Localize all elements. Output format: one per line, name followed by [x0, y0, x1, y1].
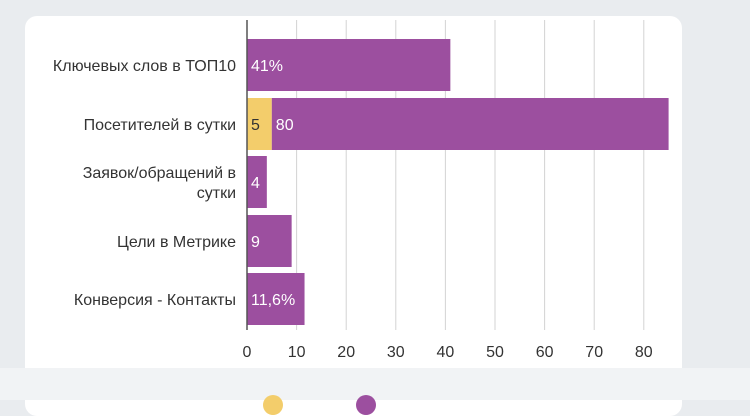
bar-series-2 — [271, 98, 669, 150]
bar-value-label: 41% — [251, 58, 283, 75]
bar-series-1 — [247, 98, 272, 150]
bar-value-label: 5 — [251, 117, 260, 134]
bar-series-2 — [247, 156, 267, 208]
x-tick-label: 60 — [536, 344, 554, 361]
bar-value-label: 9 — [251, 234, 260, 251]
category-label: Ключевых слов в ТОП10 — [53, 58, 236, 75]
x-tick-label: 0 — [243, 344, 252, 361]
legend-marker-series-2[interactable] — [356, 395, 376, 415]
bar-value-label: 4 — [251, 175, 260, 192]
category-label: Заявок/обращений в — [83, 165, 236, 182]
x-tick-label: 80 — [635, 344, 653, 361]
bar-value-label: 80 — [276, 117, 294, 134]
x-tick-label: 10 — [288, 344, 306, 361]
x-tick-label: 50 — [486, 344, 504, 361]
legend-marker-series-1[interactable] — [263, 395, 283, 415]
bar-series-2 — [247, 273, 305, 325]
x-tick-label: 20 — [337, 344, 355, 361]
bar-series-2 — [247, 215, 292, 267]
x-tick-label: 40 — [437, 344, 455, 361]
category-label: сутки — [197, 185, 236, 202]
legend — [0, 368, 750, 415]
category-label: Цели в Метрике — [117, 234, 236, 251]
x-tick-label: 30 — [387, 344, 405, 361]
category-label: Посетителей в сутки — [84, 117, 236, 134]
x-tick-label: 70 — [585, 344, 603, 361]
category-label: Конверсия - Контакты — [74, 292, 236, 309]
bar-series-2 — [247, 39, 451, 91]
bar-chart: 41% 5 80 4 9 11,6% Ключевых слов в ТОП10 Посети… — [53, 20, 669, 361]
bar-value-label: 11,6% — [251, 292, 295, 309]
